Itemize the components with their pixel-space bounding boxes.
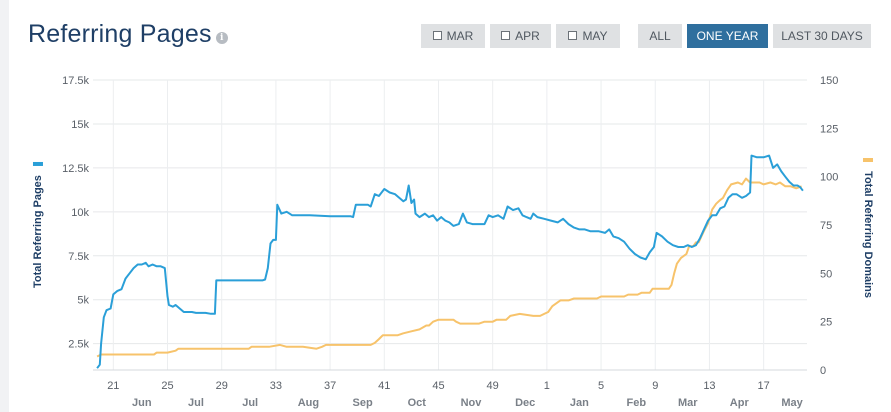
x-tick-label: 33 (270, 380, 282, 392)
range-one-year-button[interactable]: ONE YEAR (687, 24, 768, 48)
left-axis-ticks: 2.5k 5k 7.5k 10k 12.5k 15k 17.5k (62, 75, 89, 351)
right-tick-label: 75 (820, 220, 832, 232)
right-tick-label: 150 (820, 75, 838, 87)
left-tick-label: 7.5k (68, 251, 89, 263)
chart-grid (93, 79, 807, 371)
checkbox-icon[interactable] (432, 30, 442, 40)
left-axis-title-text: Total Referring Pages (32, 175, 45, 288)
month-label: Feb (627, 397, 647, 409)
toggle-mar[interactable]: MAR (421, 24, 485, 48)
x-tick-label: 49 (487, 380, 499, 392)
range-all-label: ALL (649, 29, 671, 43)
left-axis-title: Total Referring Pages (32, 156, 44, 288)
right-axis-ticks: 0 25 50 75 100 125 150 (820, 75, 838, 377)
right-tick-label: 50 (820, 268, 832, 280)
x-tick-label: 45 (432, 380, 444, 392)
month-label: Jan (570, 397, 589, 409)
toggle-may[interactable]: MAY (556, 24, 620, 48)
x-tick-label: 29 (216, 380, 228, 392)
month-label: Oct (408, 397, 427, 409)
x-tick-label: 1 (544, 380, 550, 392)
toggle-may-label: MAY (582, 29, 608, 43)
range-last-30-days-button[interactable]: LAST 30 DAYS (773, 24, 871, 48)
month-label: Aug (298, 397, 319, 409)
x-tick-label: 17 (758, 380, 770, 392)
right-tick-label: 0 (820, 365, 826, 377)
x-tick-label: 37 (324, 380, 336, 392)
checkbox-icon[interactable] (501, 30, 511, 40)
title-area: Referring Pages i (28, 20, 228, 49)
left-tick-label: 12.5k (62, 163, 89, 175)
left-edge-panel (0, 0, 9, 412)
month-label: Sep (353, 397, 373, 409)
left-tick-label: 5k (77, 295, 89, 307)
month-label: Jul (242, 397, 258, 409)
month-label: Mar (678, 397, 698, 409)
right-tick-label: 25 (820, 317, 832, 329)
x-tick-label: 9 (652, 380, 658, 392)
month-label: Jul (188, 397, 204, 409)
x-tick-label: 13 (703, 380, 715, 392)
legend-swatch (862, 158, 873, 162)
checkbox-icon[interactable] (568, 30, 578, 40)
month-label: Dec (515, 397, 535, 409)
x-axis-ticks: 21 25 29 33 37 41 45 49 1 5 9 13 17 Jun Jul Jul Aug Sep Oc… (107, 380, 803, 409)
series-line-referring-pages (96, 154, 804, 369)
right-tick-label: 125 (820, 123, 838, 135)
right-axis-title-text: Total Referring Domains (862, 171, 874, 298)
x-tick-label: 21 (107, 380, 119, 392)
chart-series (96, 154, 804, 369)
month-label: Nov (461, 397, 483, 409)
left-tick-label: 10k (71, 207, 89, 219)
right-axis-title: Total Referring Domains (862, 152, 874, 298)
range-one-year-label: ONE YEAR (696, 29, 759, 43)
left-tick-label: 2.5k (68, 339, 89, 351)
left-tick-label: 17.5k (62, 75, 89, 87)
series-line-referring-domains (96, 177, 802, 358)
toggle-mar-label: MAR (446, 29, 474, 43)
left-tick-label: 15k (71, 119, 89, 131)
range-all-button[interactable]: ALL (638, 24, 682, 48)
x-tick-label: 41 (378, 380, 390, 392)
x-tick-label: 25 (161, 380, 173, 392)
info-icon[interactable]: i (215, 31, 228, 44)
x-tick-label: 5 (598, 380, 604, 392)
page-title: Referring Pages (28, 20, 212, 48)
toggle-apr[interactable]: APR (490, 24, 551, 48)
month-label: May (781, 397, 803, 409)
toggle-apr-label: APR (515, 29, 540, 43)
month-label: Apr (730, 397, 750, 409)
range-last-30-days-label: LAST 30 DAYS (781, 29, 863, 43)
month-label: Jun (132, 397, 152, 409)
legend-swatch (33, 162, 44, 167)
right-tick-label: 100 (820, 172, 838, 184)
